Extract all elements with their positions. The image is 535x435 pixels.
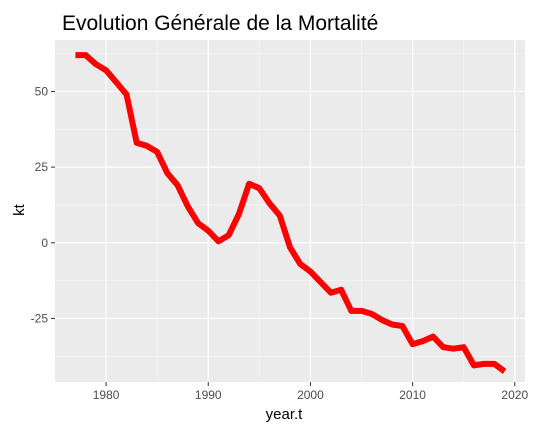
x-tick-label: 2010 — [399, 388, 426, 402]
y-tick-label: -25 — [31, 311, 49, 325]
x-tick-label: 2000 — [297, 388, 324, 402]
y-tick-label: 50 — [35, 84, 49, 98]
major-gridlines — [55, 40, 525, 382]
x-tick-label: 1980 — [93, 388, 120, 402]
minor-gridlines — [55, 40, 525, 382]
y-tick-label: 25 — [35, 160, 49, 174]
x-tick-label: 2020 — [501, 388, 528, 402]
chart-title: Evolution Générale de la Mortalité — [62, 12, 378, 35]
x-axis-title: year.t — [266, 406, 304, 423]
plot-panel — [55, 40, 525, 382]
series-line — [75, 52, 507, 374]
y-axis: -25 0 25 50 — [31, 84, 55, 325]
x-axis: 1980 1990 2000 2010 2020 — [93, 382, 528, 402]
series-layer — [75, 52, 507, 374]
y-axis-title: kt — [11, 203, 28, 216]
y-tick-label: 0 — [41, 236, 48, 250]
x-tick-label: 1990 — [195, 388, 222, 402]
